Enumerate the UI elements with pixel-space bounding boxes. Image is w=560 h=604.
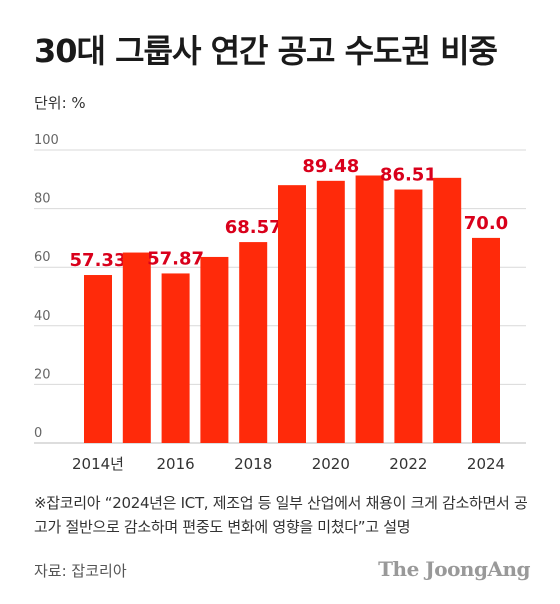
chart-title: 30대 그룹사 연간 공고 수도권 비중: [34, 32, 498, 70]
bar: [278, 185, 306, 443]
bar: [84, 275, 112, 443]
y-tick-label: 20: [34, 367, 51, 382]
x-tick-label: 2014년: [72, 455, 124, 473]
bar: [122, 252, 151, 443]
bar: [472, 237, 500, 443]
brand-logo: The JoongAng: [378, 557, 530, 581]
y-tick-label: 60: [34, 250, 51, 265]
bar: [433, 177, 462, 443]
bar: [355, 175, 384, 443]
bar: [316, 180, 345, 443]
data-label: 86.51: [380, 165, 437, 186]
bar: [161, 273, 190, 443]
footnote: ※잡코리아 “2024년은 ICT, 제조업 등 일부 산업에서 채용이 크게 …: [34, 494, 528, 536]
bar: [394, 189, 423, 443]
y-tick-label: 80: [34, 192, 51, 207]
data-label: 70.0: [464, 213, 508, 234]
x-tick-label: 2018: [234, 455, 272, 473]
data-label: 57.87: [147, 248, 204, 269]
y-tick-label: 0: [34, 426, 42, 441]
bar-chart: 0 20 40 60 80 100 57.33 2014년 57.87 2016 68.57 2018…: [34, 133, 526, 473]
bar: [200, 256, 229, 443]
source-label: 자료: 잡코리아: [34, 562, 127, 580]
y-tick-label: 40: [34, 309, 51, 324]
bar: [239, 242, 268, 443]
x-tick-label: 2022: [389, 455, 427, 473]
data-label: 89.48: [302, 156, 359, 177]
y-tick-label: 100: [34, 133, 59, 148]
unit-label: 단위: %: [34, 94, 86, 112]
data-label: 68.57: [225, 217, 282, 238]
x-tick-label: 2024: [467, 455, 505, 473]
x-tick-label: 2020: [312, 455, 350, 473]
data-label: 57.33: [70, 250, 127, 271]
x-tick-label: 2016: [157, 455, 195, 473]
